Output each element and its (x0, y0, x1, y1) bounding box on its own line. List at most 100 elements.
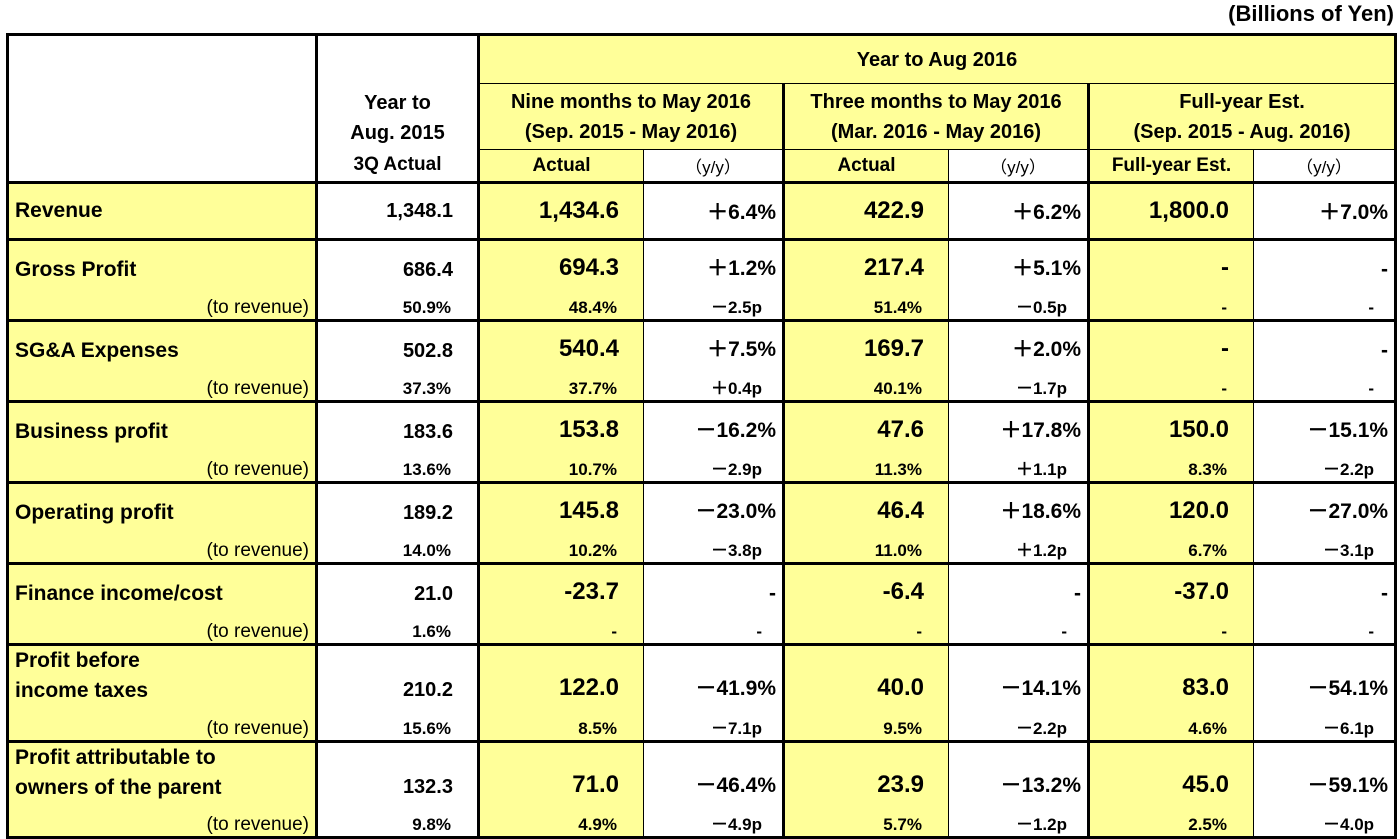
table-cell: - (1252, 319, 1398, 367)
row-label: Profit attributable to owners of the pare… (6, 739, 317, 803)
table-cell-sub: ＋0.4p (643, 366, 784, 402)
table-row-sub: (to revenue) 9.8% 4.9% －4.9p 5.7% －1.2p 2.5% －4… (6, 802, 1398, 839)
table-cell: 46.4 (782, 481, 949, 529)
table-cell-sub: －7.1p (643, 706, 784, 741)
table-cell-sub: 10.2% (477, 528, 644, 564)
table-cell-sub: 8.3% (1087, 447, 1254, 483)
header-actual: Actual (782, 149, 949, 184)
table-cell: －13.2% (948, 739, 1089, 803)
table-cell: －54.1% (1252, 643, 1398, 706)
row-label: Business profit (6, 400, 317, 448)
table-row: Revenue 1,348.1 1,434.6 ＋6.4% 422.9 ＋6.2% 1,80… (6, 181, 1398, 241)
table-cell: - (1252, 238, 1398, 286)
table-cell: ＋6.4% (643, 181, 784, 241)
table-row: Profit before income taxes 210.2 122.0 －41.9… (6, 643, 1398, 706)
table-cell: 1,434.6 (477, 181, 644, 241)
table-cell: - (643, 562, 784, 610)
table-cell-sub: - (948, 609, 1089, 645)
header-yy: （y/y） (948, 149, 1089, 184)
table-cell: 694.3 (477, 238, 644, 286)
table-cell-sub: - (1087, 285, 1254, 321)
table-row-sub: (to revenue) 37.3% 37.7% ＋0.4p 40.1% －1.7p - - (6, 366, 1398, 402)
table-cell: ＋1.2% (643, 238, 784, 286)
table-cell: 1,348.1 (315, 181, 479, 241)
table-cell: 21.0 (315, 562, 479, 610)
table-cell: 169.7 (782, 319, 949, 367)
table-cell-sub: 40.1% (782, 366, 949, 402)
table-cell: ＋2.0% (948, 319, 1089, 367)
table-cell: -37.0 (1087, 562, 1254, 610)
table-cell: 47.6 (782, 400, 949, 448)
table-cell-sub: 48.4% (477, 285, 644, 321)
table-cell-sub: 14.0% (315, 528, 479, 564)
table-cell-sub: －0.5p (948, 285, 1089, 321)
table-cell-sub: －4.0p (1252, 802, 1398, 839)
table-cell-sub: －2.9p (643, 447, 784, 483)
header-nine-months: Nine months to May 2016 (Sep. 2015 - May… (477, 83, 784, 150)
table-cell: 686.4 (315, 238, 479, 286)
to-revenue-label: (to revenue) (6, 366, 317, 402)
table-cell: ＋7.0% (1252, 181, 1398, 241)
table-cell: 153.8 (477, 400, 644, 448)
table-cell-sub: 51.4% (782, 285, 949, 321)
table-cell: 132.3 (315, 739, 479, 803)
table-cell: 502.8 (315, 319, 479, 367)
table-cell-sub: - (643, 609, 784, 645)
table-cell-sub: 37.3% (315, 366, 479, 402)
table-cell-sub: 9.8% (315, 802, 479, 839)
header-yy: （y/y） (1252, 149, 1398, 184)
table-cell: 422.9 (782, 181, 949, 241)
header-prev-year: Year to Aug. 2015 (315, 33, 479, 150)
table-cell: －27.0% (1252, 481, 1398, 529)
header-three-months: Three months to May 2016 (Mar. 2016 - Ma… (782, 83, 1089, 150)
table-cell: -6.4 (782, 562, 949, 610)
table-cell-sub: 5.7% (782, 802, 949, 839)
table-cell-sub: - (1252, 366, 1398, 402)
to-revenue-label: (to revenue) (6, 285, 317, 321)
table-cell-sub: 4.9% (477, 802, 644, 839)
table-cell: 120.0 (1087, 481, 1254, 529)
table-cell-sub: 50.9% (315, 285, 479, 321)
table-cell-sub: - (477, 609, 644, 645)
table-cell-sub: 9.5% (782, 706, 949, 741)
table-row-sub: (to revenue) 50.9% 48.4% －2.5p 51.4% －0.5p - - (6, 285, 1398, 321)
table-cell-sub: ＋1.2p (948, 528, 1089, 564)
header-group: Year to Aug 2016 (476, 33, 1398, 84)
table-cell-sub: －2.5p (643, 285, 784, 321)
table-cell: 217.4 (782, 238, 949, 286)
table-cell: 23.9 (782, 739, 949, 803)
table-cell-sub: 6.7% (1087, 528, 1254, 564)
table-row: Operating profit 189.2 145.8 －23.0% 46.4 ＋18.… (6, 481, 1398, 529)
table-cell: ＋17.8% (948, 400, 1089, 448)
table-cell: 122.0 (477, 643, 644, 706)
table-cell: - (1087, 319, 1254, 367)
header-full-year-est: Full-year Est. (1087, 149, 1254, 184)
header-corner (6, 33, 317, 184)
table-cell: 40.0 (782, 643, 949, 706)
table-cell: ＋7.5% (643, 319, 784, 367)
table-cell-sub: 2.5% (1087, 802, 1254, 839)
table-cell-sub: －6.1p (1252, 706, 1398, 741)
row-label: Revenue (6, 181, 317, 241)
table-cell: 145.8 (477, 481, 644, 529)
table-cell: －41.9% (643, 643, 784, 706)
row-label: Finance income/cost (6, 562, 317, 610)
table-row: Profit attributable to owners of the pare… (6, 739, 1398, 803)
row-label: SG&A Expenses (6, 319, 317, 367)
table-cell: －15.1% (1252, 400, 1398, 448)
table-cell: －14.1% (948, 643, 1089, 706)
table-cell-sub: 13.6% (315, 447, 479, 483)
table-cell: 189.2 (315, 481, 479, 529)
table-cell: - (948, 562, 1089, 610)
header-yy: （y/y） (643, 149, 784, 184)
to-revenue-label: (to revenue) (6, 447, 317, 483)
table-cell: －23.0% (643, 481, 784, 529)
table-cell-sub: 4.6% (1087, 706, 1254, 741)
table-cell-sub: －1.7p (948, 366, 1089, 402)
table-cell: 540.4 (477, 319, 644, 367)
table-cell-sub: - (1252, 285, 1398, 321)
header-3q-actual: 3Q Actual (315, 149, 479, 184)
header-full-year: Full-year Est. (Sep. 2015 - Aug. 2016) (1086, 83, 1398, 150)
table-cell: - (1252, 562, 1398, 610)
table-cell-sub: 11.0% (782, 528, 949, 564)
